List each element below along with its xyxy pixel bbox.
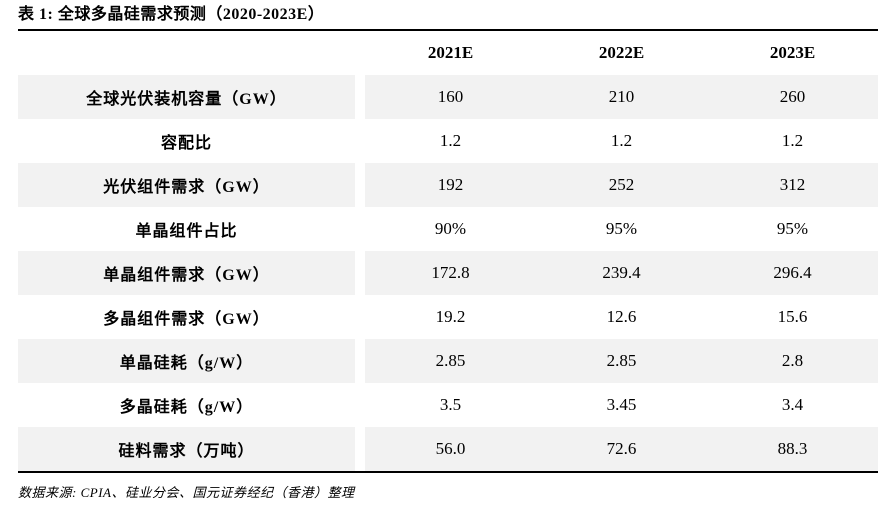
cell-value: 56.0: [365, 427, 536, 471]
header-label-spacer: [18, 31, 355, 75]
cell-value: 95%: [776, 219, 809, 238]
table-row: 容配比 1.2 1.2 1.2: [18, 119, 878, 163]
row-label: 单晶组件占比: [135, 223, 238, 240]
row-label: 全球光伏装机容量（GW）: [18, 75, 355, 119]
row-label: 单晶组件需求（GW）: [18, 251, 355, 295]
column-gap: [355, 207, 365, 251]
data-table: 2021E 2022E 2023E 全球光伏装机容量（GW） 160 210 2…: [18, 29, 878, 473]
row-label: 单晶硅耗（g/W）: [18, 339, 355, 383]
cell-value: 296.4: [707, 251, 878, 295]
column-header-2023e: 2023E: [769, 43, 816, 62]
table-row: 多晶组件需求（GW） 19.2 12.6 15.6: [18, 295, 878, 339]
cell-value: 1.2: [781, 131, 804, 150]
column-gap: [355, 295, 365, 339]
column-gap: [355, 31, 365, 75]
column-gap: [355, 163, 365, 207]
cell-value: 95%: [605, 219, 638, 238]
cell-value: 172.8: [365, 251, 536, 295]
cell-value: 12.6: [606, 307, 637, 326]
table-row: 光伏组件需求（GW） 192 252 312: [18, 163, 878, 207]
column-header-2021e: 2021E: [427, 43, 474, 62]
cell-value: 88.3: [707, 427, 878, 471]
cell-value: 160: [365, 75, 536, 119]
cell-value: 3.4: [781, 395, 804, 414]
cell-value: 1.2: [610, 131, 633, 150]
row-label: 容配比: [160, 135, 212, 152]
row-label: 多晶组件需求（GW）: [103, 311, 270, 328]
table-row: 单晶组件需求（GW） 172.8 239.4 296.4: [18, 251, 878, 295]
column-gap: [355, 383, 365, 427]
column-gap: [355, 251, 365, 295]
table-header-row: 2021E 2022E 2023E: [18, 31, 878, 75]
row-label: 多晶硅耗（g/W）: [119, 399, 254, 416]
table-row: 硅料需求（万吨） 56.0 72.6 88.3: [18, 427, 878, 471]
table-title: 表 1: 全球多晶硅需求预测（2020-2023E）: [18, 6, 325, 23]
cell-value: 312: [707, 163, 878, 207]
row-label: 硅料需求（万吨）: [18, 427, 355, 471]
column-header-2022e: 2022E: [598, 43, 645, 62]
table-row: 多晶硅耗（g/W） 3.5 3.45 3.4: [18, 383, 878, 427]
table-row: 全球光伏装机容量（GW） 160 210 260: [18, 75, 878, 119]
cell-value: 1.2: [439, 131, 462, 150]
cell-value: 239.4: [536, 251, 707, 295]
cell-value: 260: [707, 75, 878, 119]
cell-value: 3.5: [439, 395, 462, 414]
column-gap: [355, 427, 365, 471]
cell-value: 210: [536, 75, 707, 119]
cell-value: 252: [536, 163, 707, 207]
cell-value: 2.85: [536, 339, 707, 383]
row-label: 光伏组件需求（GW）: [18, 163, 355, 207]
column-gap: [355, 339, 365, 383]
cell-value: 192: [365, 163, 536, 207]
cell-value: 3.45: [606, 395, 637, 414]
table-row: 单晶组件占比 90% 95% 95%: [18, 207, 878, 251]
cell-value: 72.6: [536, 427, 707, 471]
cell-value: 19.2: [435, 307, 466, 326]
cell-value: 2.85: [365, 339, 536, 383]
table-row: 单晶硅耗（g/W） 2.85 2.85 2.8: [18, 339, 878, 383]
column-gap: [355, 119, 365, 163]
cell-value: 15.6: [777, 307, 808, 326]
source-note: 数据来源: CPIA、硅业分会、国元证券经纪（香港）整理: [18, 485, 355, 500]
cell-value: 90%: [434, 219, 467, 238]
column-gap: [355, 75, 365, 119]
cell-value: 2.8: [707, 339, 878, 383]
